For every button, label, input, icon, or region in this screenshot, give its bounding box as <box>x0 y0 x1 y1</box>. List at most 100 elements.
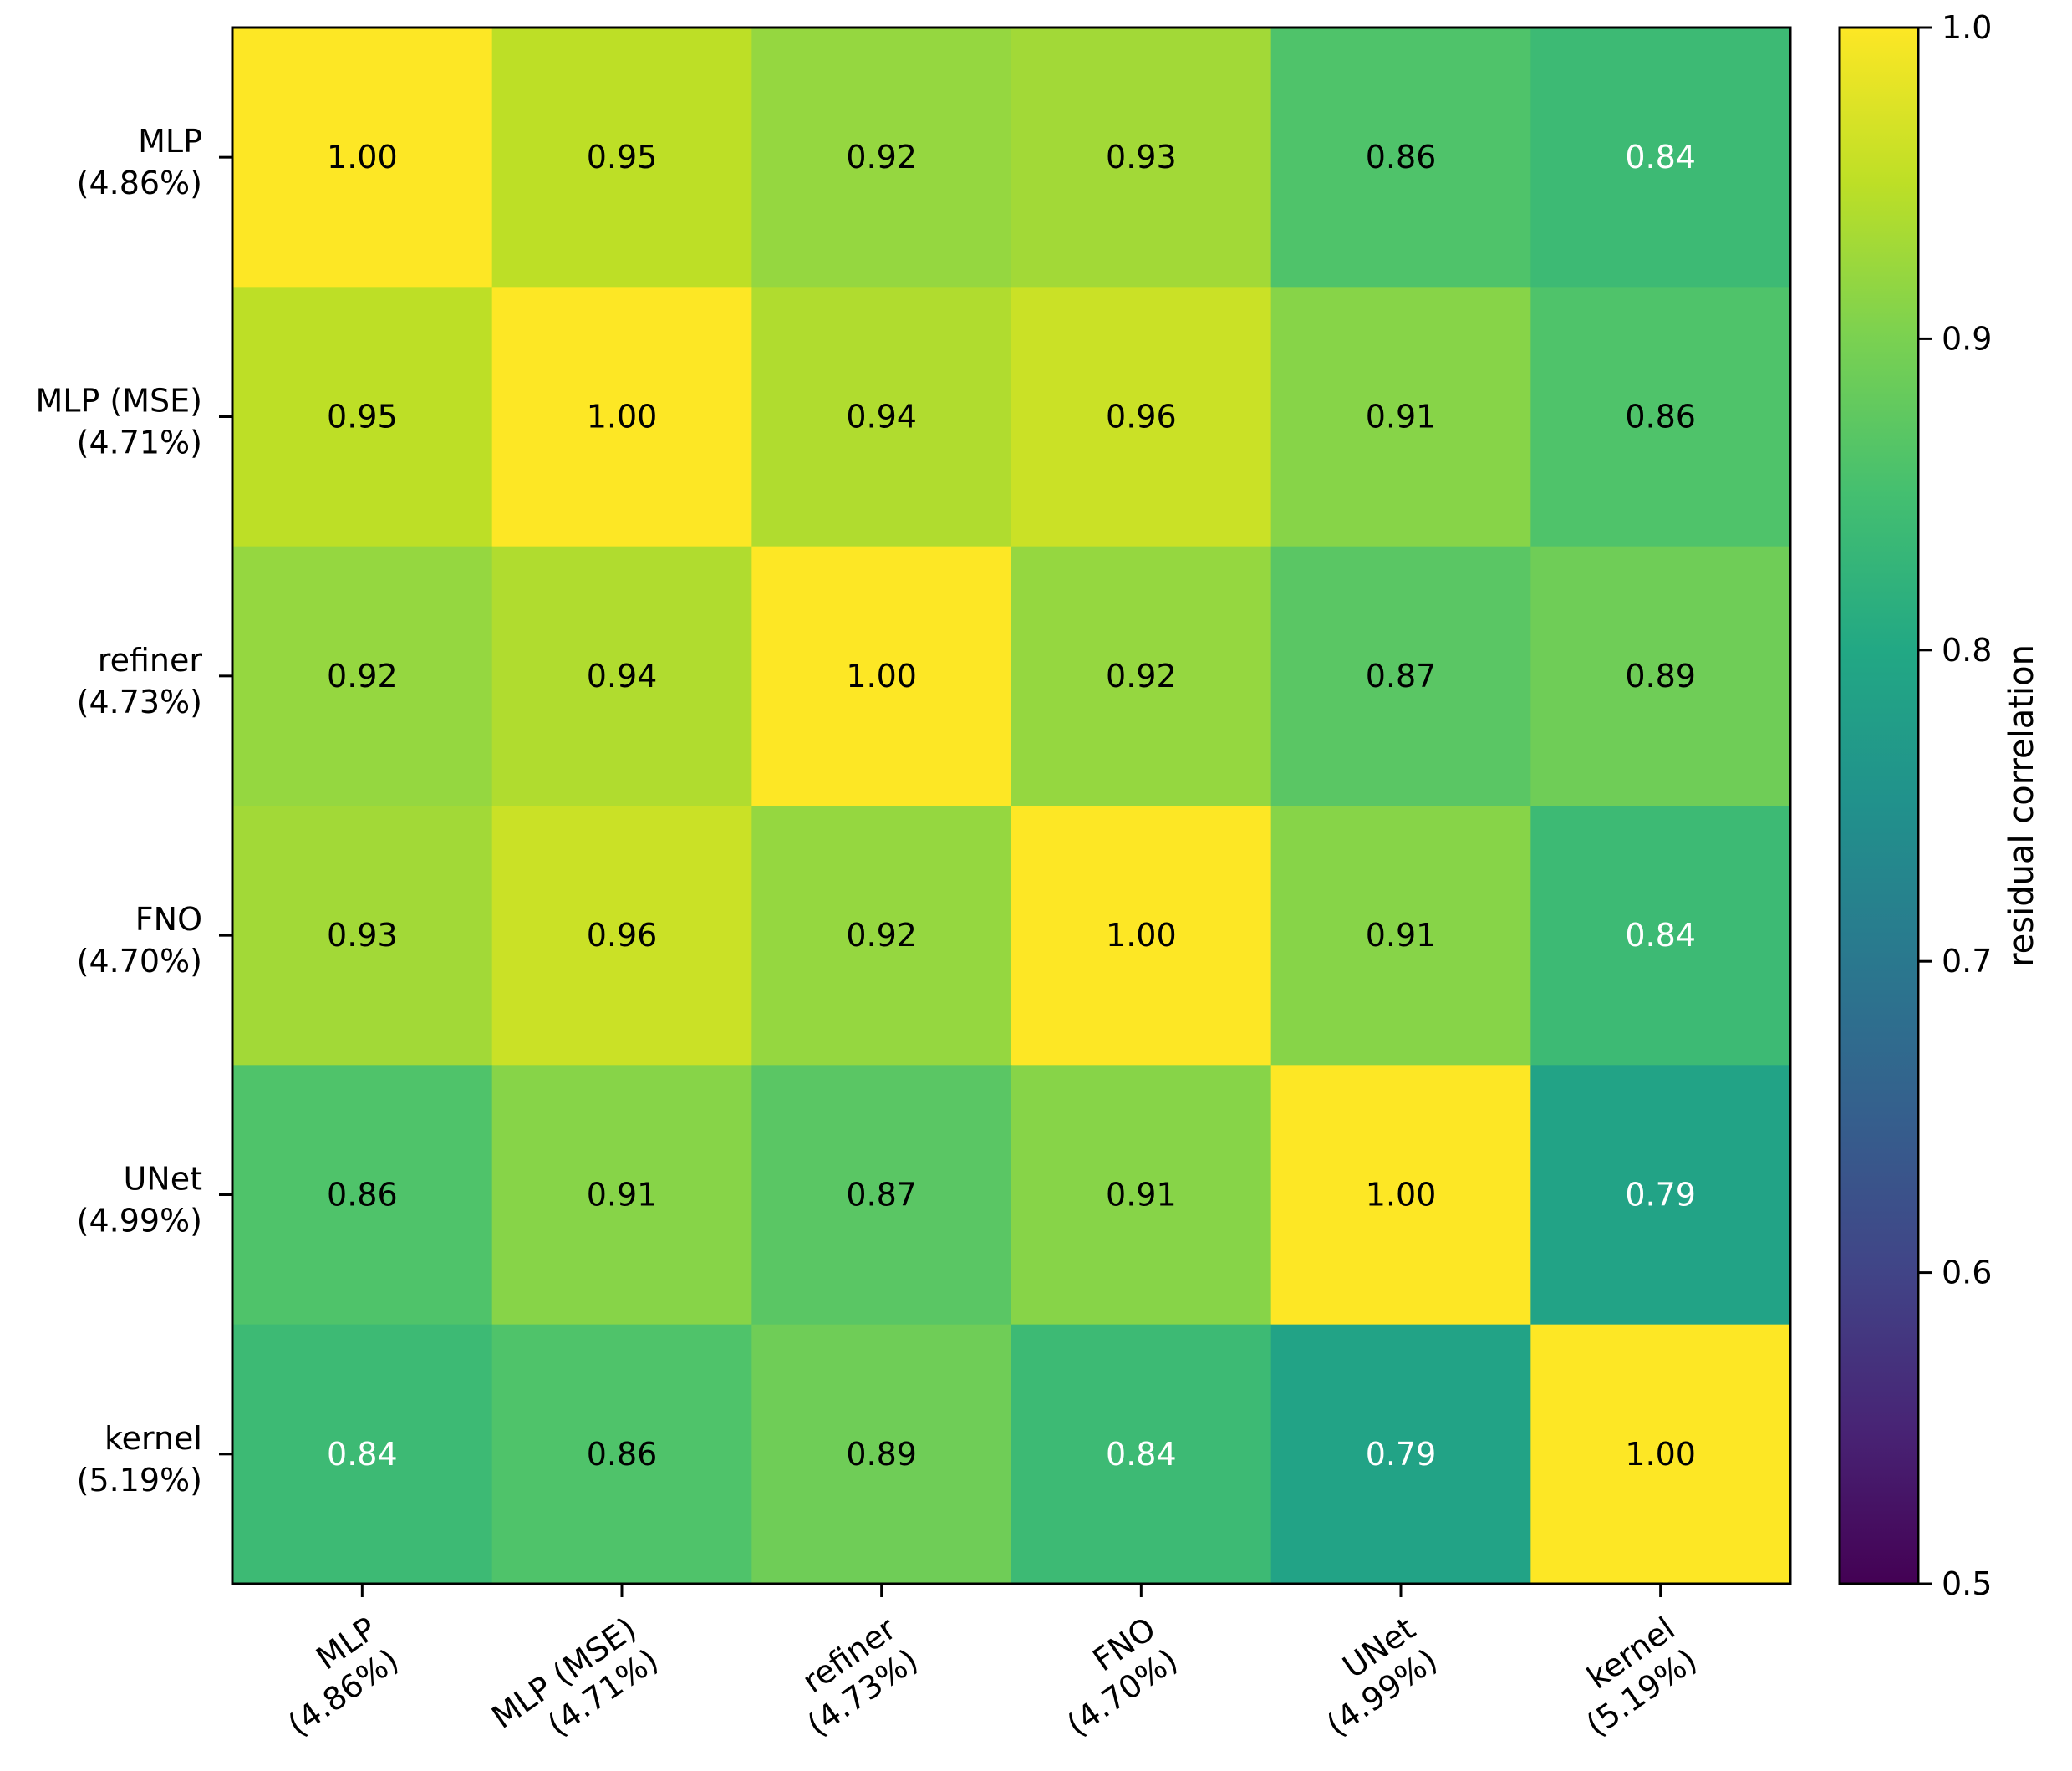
cell-value-label: 0.87 <box>1366 658 1437 695</box>
cell-value-label: 0.84 <box>327 1436 398 1473</box>
colorbar: 0.5 0.6 0.7 0.8 0.9 1.0 residual correlation <box>1838 9 2041 1602</box>
heatmap-cell <box>232 1065 493 1326</box>
heatmap-cell <box>491 546 752 807</box>
heatmap-cell <box>1530 806 1791 1066</box>
cell-value-label: 1.00 <box>587 399 658 435</box>
y-tick-label: UNet <box>123 1161 202 1198</box>
y-axis: MLP (4.86%) MLP (MSE) (4.71%) refiner (4.73%)… <box>35 123 232 1499</box>
cell-value-label: 0.92 <box>846 139 917 176</box>
heatmap-cells <box>232 28 1791 1585</box>
heatmap-cell <box>232 287 493 547</box>
heatmap-cell <box>1270 287 1531 547</box>
heatmap-cell <box>1530 1324 1791 1585</box>
heatmap-cell <box>232 806 493 1066</box>
cell-value-label: 0.84 <box>1625 917 1696 954</box>
y-tick-label: kernel <box>104 1420 202 1457</box>
cell-value-label: 0.89 <box>846 1436 917 1473</box>
y-tick-label: FNO <box>135 901 202 938</box>
cell-value-label: 0.89 <box>1625 658 1696 695</box>
colorbar-tick-label: 0.9 <box>1942 320 1992 357</box>
y-tick-label: MLP <box>138 123 202 160</box>
colorbar-tick-label: 1.0 <box>1942 9 1992 46</box>
cell-value-label: 0.91 <box>1366 917 1437 954</box>
cell-value-label: 1.00 <box>1366 1177 1437 1214</box>
heatmap-cell <box>1011 806 1272 1066</box>
plot-frame <box>231 26 1792 1585</box>
cell-value-label: 0.86 <box>1366 139 1437 176</box>
y-tick-sublabel: (4.86%) <box>77 165 202 201</box>
cell-value-label: 0.86 <box>327 1177 398 1214</box>
x-tick-label-group: MLP(4.86%) <box>281 1610 405 1743</box>
y-tick-label: MLP (MSE) <box>35 383 202 420</box>
heatmap-cell <box>1011 28 1272 288</box>
cell-value-label: 0.94 <box>587 658 658 695</box>
x-tick-label-group: kernel(5.19%) <box>1580 1610 1703 1743</box>
colorbar-tick-label: 0.8 <box>1942 632 1992 669</box>
x-tick-label-group: MLP (MSE)(4.71%) <box>485 1610 664 1743</box>
heatmap-cell <box>1530 546 1791 807</box>
y-tick-sublabel: (4.70%) <box>77 943 202 980</box>
heatmap-cell <box>1270 546 1531 807</box>
heatmap-cell <box>1011 1065 1272 1326</box>
cell-value-label: 1.00 <box>1106 917 1177 954</box>
cell-value-label: 0.79 <box>1625 1177 1696 1214</box>
x-tick-label-group: UNet(4.99%) <box>1320 1610 1443 1743</box>
heatmap-cell <box>751 287 1012 547</box>
cell-value-label: 0.93 <box>1106 139 1177 176</box>
cell-value-label: 0.91 <box>587 1177 658 1214</box>
heatmap-cell <box>751 806 1012 1066</box>
x-axis: MLP(4.86%) MLP (MSE)(4.71%) refiner(4.73%)… <box>281 1584 1703 1743</box>
y-tick-sublabel: (4.99%) <box>77 1203 202 1239</box>
cell-value-label: 0.96 <box>1106 399 1177 435</box>
heatmap-cell <box>491 1065 752 1326</box>
cell-value-label: 0.93 <box>327 917 398 954</box>
cell-value-label: 0.91 <box>1366 399 1437 435</box>
heatmap-cell <box>1530 1065 1791 1326</box>
cell-value-label: 1.00 <box>327 139 398 176</box>
heatmap-cell <box>1530 287 1791 547</box>
x-tick-label-group: FNO(4.70%) <box>1060 1610 1184 1743</box>
y-tick-sublabel: (4.73%) <box>77 684 202 720</box>
heatmap-cell <box>1270 1065 1531 1326</box>
heatmap-cell <box>491 1324 752 1585</box>
cell-value-label: 1.00 <box>1625 1436 1696 1473</box>
colorbar-tick-label: 0.7 <box>1942 943 1992 980</box>
cell-value-label: 0.95 <box>587 139 658 176</box>
cell-value-label: 0.86 <box>587 1436 658 1473</box>
cell-value-label: 0.92 <box>846 917 917 954</box>
heatmap-cell <box>1011 287 1272 547</box>
colorbar-gradient <box>1838 26 1920 1585</box>
heatmap-cell <box>1270 806 1531 1066</box>
cell-value-label: 0.84 <box>1625 139 1696 176</box>
cell-value-label: 0.91 <box>1106 1177 1177 1214</box>
cell-value-label: 1.00 <box>846 658 917 695</box>
heatmap-cell <box>1270 28 1531 288</box>
y-tick-sublabel: (4.71%) <box>77 425 202 461</box>
cell-value-label: 0.79 <box>1366 1436 1437 1473</box>
cell-value-label: 0.87 <box>846 1177 917 1214</box>
cell-value-label: 0.86 <box>1625 399 1696 435</box>
heatmap-value-labels: 1.00 0.95 0.92 0.93 0.86 0.84 0.95 1.00 0.94 0.96… <box>327 139 1696 1473</box>
y-tick-sublabel: (5.19%) <box>77 1462 202 1499</box>
heatmap-cell <box>491 806 752 1066</box>
heatmap-cell <box>1270 1324 1531 1585</box>
heatmap-cell <box>751 546 1012 807</box>
y-tick-label: refiner <box>98 642 203 679</box>
heatmap-cell <box>232 546 493 807</box>
colorbar-tick-label: 0.5 <box>1942 1565 1992 1602</box>
heatmap-cell <box>751 1324 1012 1585</box>
heatmap-cell <box>751 1065 1012 1326</box>
heatmap-cell <box>491 287 752 547</box>
heatmap-cell <box>232 28 493 288</box>
cell-value-label: 0.92 <box>327 658 398 695</box>
heatmap-cell <box>1530 28 1791 288</box>
heatmap-cell <box>1011 1324 1272 1585</box>
cell-value-label: 0.94 <box>846 399 917 435</box>
heatmap-cell <box>491 28 752 288</box>
heatmap-cell <box>232 1324 493 1585</box>
heatmap-cell <box>1011 546 1272 807</box>
x-tick-label-group: refiner(4.73%) <box>796 1610 924 1743</box>
cell-value-label: 0.92 <box>1106 658 1177 695</box>
cell-value-label: 0.84 <box>1106 1436 1177 1473</box>
heatmap-cell <box>751 28 1012 288</box>
